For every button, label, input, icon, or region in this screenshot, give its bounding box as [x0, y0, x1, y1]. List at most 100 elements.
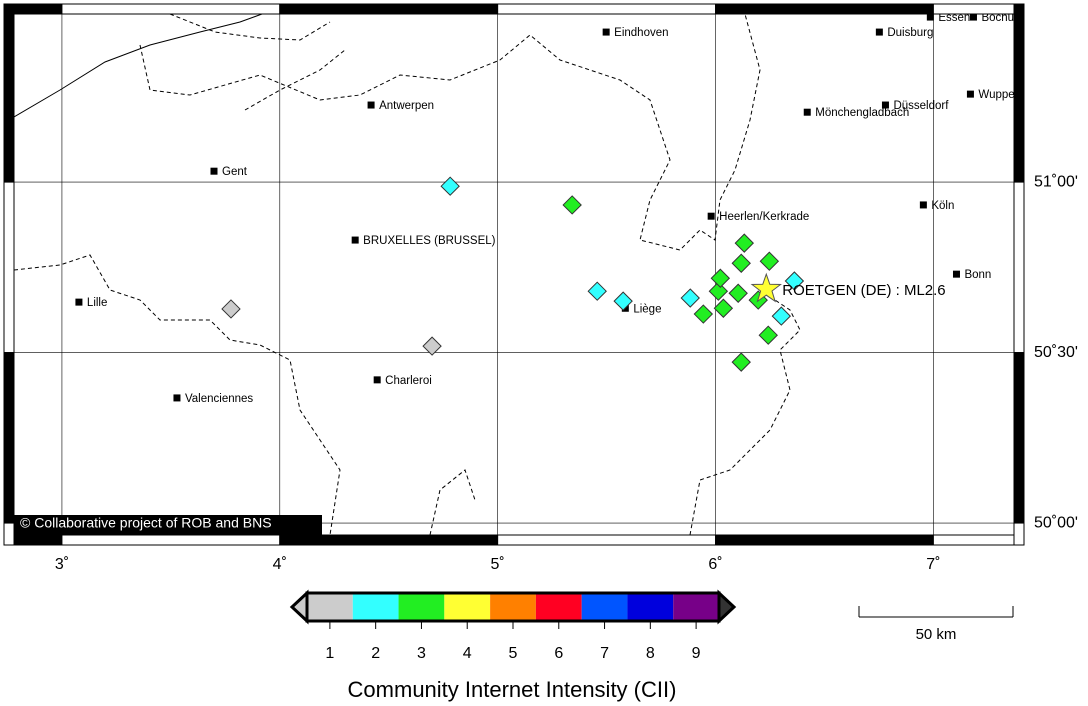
intensity-point [587, 281, 607, 301]
city-label: Köln [931, 200, 954, 212]
coastline [14, 14, 263, 118]
city-label: Bochum [981, 12, 1023, 24]
intensity-point [221, 299, 241, 319]
intensity-point [771, 306, 792, 326]
legend-label: 1 [325, 645, 334, 662]
scale-label: 50 km [916, 626, 957, 643]
intensity-point [731, 352, 751, 372]
intensity-point [680, 288, 700, 308]
city-label: Bonn [964, 269, 991, 281]
intensity-point [708, 281, 729, 301]
intensity-point [731, 253, 751, 273]
intensity-point [562, 195, 582, 215]
frame [1013, 352, 1025, 524]
legend-label: 3 [417, 645, 426, 662]
intensity-point [728, 283, 748, 303]
city-marker [75, 298, 83, 306]
frame [61, 3, 281, 15]
frame [3, 181, 15, 354]
intensity-point [758, 325, 778, 345]
frame [1013, 181, 1025, 354]
copyright: © Collaborative project of ROB and BNS [20, 515, 272, 531]
frame [715, 3, 934, 15]
city-marker [351, 236, 359, 244]
frame [1013, 522, 1025, 546]
city-label: Wuppertal [978, 89, 1030, 101]
legend-swatch [673, 593, 719, 621]
frame [3, 3, 15, 183]
city-label: Antwerpen [379, 100, 434, 112]
overlay: Eindhoven Duisburg Essen Bochum Antwerpen Mön… [75, 12, 1030, 405]
intensity-point [422, 336, 442, 356]
x-tick-label: 6˚ [708, 556, 722, 573]
x-tick-label: 4˚ [273, 556, 287, 573]
base-map [14, 14, 1014, 535]
border [169, 14, 346, 111]
legend-label: 6 [554, 645, 563, 662]
legend-swatch [352, 593, 399, 621]
frame [497, 534, 717, 546]
city-marker [969, 14, 977, 21]
frame [3, 522, 15, 546]
legend-label: 2 [371, 645, 380, 662]
city-label: Essen [938, 12, 970, 24]
y-tick-label: 51˚00' [1034, 173, 1078, 190]
city-label: Valenciennes [185, 393, 253, 405]
x-tick-label: 7˚ [926, 556, 940, 573]
intensity-point [693, 304, 714, 324]
city-marker [926, 14, 934, 21]
city-marker [875, 28, 883, 36]
frame [1013, 3, 1025, 183]
city-label: Gent [222, 166, 248, 178]
frame [61, 534, 281, 546]
intensity-point [713, 298, 734, 318]
city-label: Duisburg [887, 27, 933, 39]
city-marker [173, 394, 181, 402]
intensity-point [759, 251, 780, 271]
x-tick-label: 3˚ [55, 556, 69, 573]
city-marker [881, 101, 889, 109]
frame [279, 534, 499, 546]
legend-swatch [627, 593, 674, 621]
legend-swatch [444, 593, 491, 621]
legend-swatch [398, 593, 445, 621]
y-tick-label: 50˚00' [1034, 514, 1078, 531]
legend-swatch [535, 593, 582, 621]
frame [932, 3, 1025, 15]
intensity-point [784, 271, 805, 291]
epicenter-label: ROETGEN (DE) : ML2.6 [782, 282, 945, 299]
legend-swatch [307, 593, 353, 621]
intensity-point [734, 233, 754, 253]
city-marker [210, 167, 218, 175]
city-label: Düsseldorf [893, 100, 949, 112]
city-marker [373, 376, 381, 384]
legend-label: 4 [463, 645, 472, 662]
city-label: Liège [633, 303, 661, 315]
intensity-point [613, 291, 633, 311]
city-marker [707, 212, 715, 220]
intensity-point [710, 268, 731, 288]
border [14, 254, 801, 535]
city-label: Charleroi [385, 375, 432, 387]
city-label: Heerlen/Kerkrade [719, 211, 809, 223]
legend-label: 9 [692, 645, 701, 662]
legend-arrow [717, 589, 737, 625]
intensity-point [440, 176, 460, 196]
legend-swatch [490, 593, 536, 621]
city-label: BRUXELLES (BRUSSEL) [363, 235, 495, 247]
city-marker [966, 90, 974, 98]
city-label: Eindhoven [614, 27, 668, 39]
legend-label: 5 [509, 645, 518, 662]
legend-label: 8 [646, 645, 655, 662]
legend-swatch [581, 593, 628, 621]
legend-arrow [289, 589, 309, 625]
epicenter [750, 272, 783, 303]
city-marker [803, 108, 811, 116]
city-marker [367, 101, 375, 109]
border [139, 14, 761, 251]
legend-label: 7 [600, 645, 609, 662]
legend-border [305, 591, 721, 623]
frame [932, 534, 1025, 546]
city-marker [919, 201, 927, 209]
